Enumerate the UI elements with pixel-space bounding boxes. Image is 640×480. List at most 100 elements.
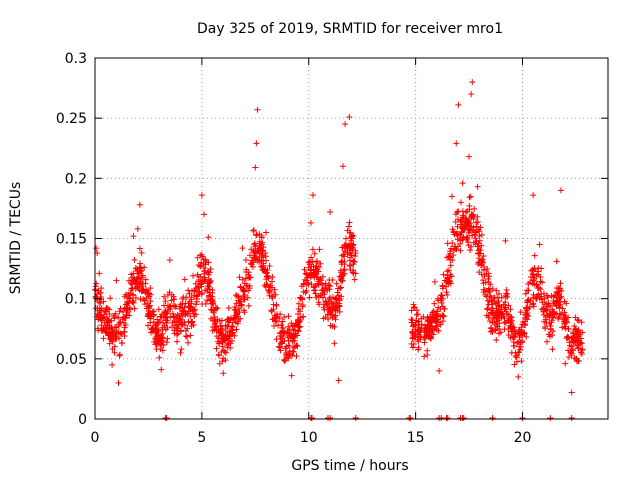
data-point <box>197 263 204 270</box>
data-point <box>243 266 250 273</box>
data-point <box>538 290 545 297</box>
data-point <box>429 327 436 334</box>
data-point <box>471 228 478 235</box>
data-point <box>284 353 291 360</box>
data-point <box>173 331 180 338</box>
data-point <box>542 323 549 330</box>
data-point <box>450 252 457 259</box>
data-point <box>215 352 222 359</box>
data-point <box>465 239 472 246</box>
data-point <box>313 294 320 301</box>
data-point <box>518 358 525 365</box>
data-point <box>288 320 295 327</box>
data-point <box>104 305 111 312</box>
data-point <box>534 268 541 275</box>
data-point <box>476 237 483 244</box>
data-point <box>514 339 521 346</box>
data-point <box>294 323 301 330</box>
data-point <box>454 230 461 237</box>
data-point <box>538 265 545 272</box>
data-point <box>439 285 446 292</box>
data-point <box>347 249 354 256</box>
data-point <box>245 271 252 278</box>
data-point <box>502 320 509 327</box>
data-point <box>349 269 356 276</box>
data-point <box>454 216 461 223</box>
data-point <box>205 259 212 266</box>
data-point <box>563 300 570 307</box>
data-point <box>344 243 351 250</box>
data-point <box>563 319 570 326</box>
data-point <box>299 313 306 320</box>
data-point <box>211 314 218 321</box>
data-point <box>289 352 296 359</box>
data-point <box>521 322 528 329</box>
data-point <box>510 324 517 331</box>
data-point <box>421 339 428 346</box>
data-point <box>550 314 557 321</box>
data-point <box>533 282 540 289</box>
data-point <box>211 321 218 328</box>
data-point <box>285 313 292 320</box>
data-point <box>437 321 444 328</box>
data-point <box>350 270 357 277</box>
data-point <box>278 339 285 346</box>
data-point <box>413 317 420 324</box>
data-point <box>195 278 202 285</box>
data-point <box>479 259 486 266</box>
data-point <box>503 308 510 315</box>
data-point <box>124 309 131 316</box>
zero-mark <box>327 415 334 421</box>
data-point <box>253 231 260 238</box>
data-point <box>334 289 341 296</box>
data-point <box>351 252 358 259</box>
data-point <box>293 353 300 360</box>
data-point <box>428 316 435 323</box>
data-point <box>303 271 310 278</box>
data-point <box>459 180 466 187</box>
data-point <box>474 183 481 190</box>
data-point <box>425 317 432 324</box>
data-point <box>503 290 510 297</box>
data-point <box>322 285 329 292</box>
data-point <box>217 329 224 336</box>
data-point <box>209 286 216 293</box>
data-point <box>321 291 328 298</box>
data-point <box>206 289 213 296</box>
data-point <box>300 288 307 295</box>
data-point <box>571 355 578 362</box>
data-point <box>511 328 518 335</box>
data-point <box>117 330 124 337</box>
data-point <box>112 324 119 331</box>
data-point <box>466 194 473 201</box>
data-point <box>260 260 267 267</box>
data-point <box>525 280 532 287</box>
data-point <box>447 256 454 263</box>
data-point <box>207 296 214 303</box>
data-point <box>578 319 585 326</box>
data-point <box>238 302 245 309</box>
data-point <box>318 287 325 294</box>
data-point <box>259 264 266 271</box>
data-point <box>553 258 560 265</box>
data-point <box>174 325 181 332</box>
data-point <box>228 323 235 330</box>
data-point <box>350 257 357 264</box>
data-point <box>109 361 116 368</box>
data-point <box>288 372 295 379</box>
data-point <box>431 300 438 307</box>
data-point <box>348 245 355 252</box>
data-point <box>161 309 168 316</box>
data-point <box>185 339 192 346</box>
data-point <box>329 323 336 330</box>
data-point <box>487 328 494 335</box>
data-point <box>489 327 496 334</box>
data-point <box>139 280 146 287</box>
data-point <box>166 289 173 296</box>
data-point <box>111 349 118 356</box>
data-point <box>288 331 295 338</box>
data-point <box>110 313 117 320</box>
data-point <box>536 241 543 248</box>
data-point <box>176 303 183 310</box>
